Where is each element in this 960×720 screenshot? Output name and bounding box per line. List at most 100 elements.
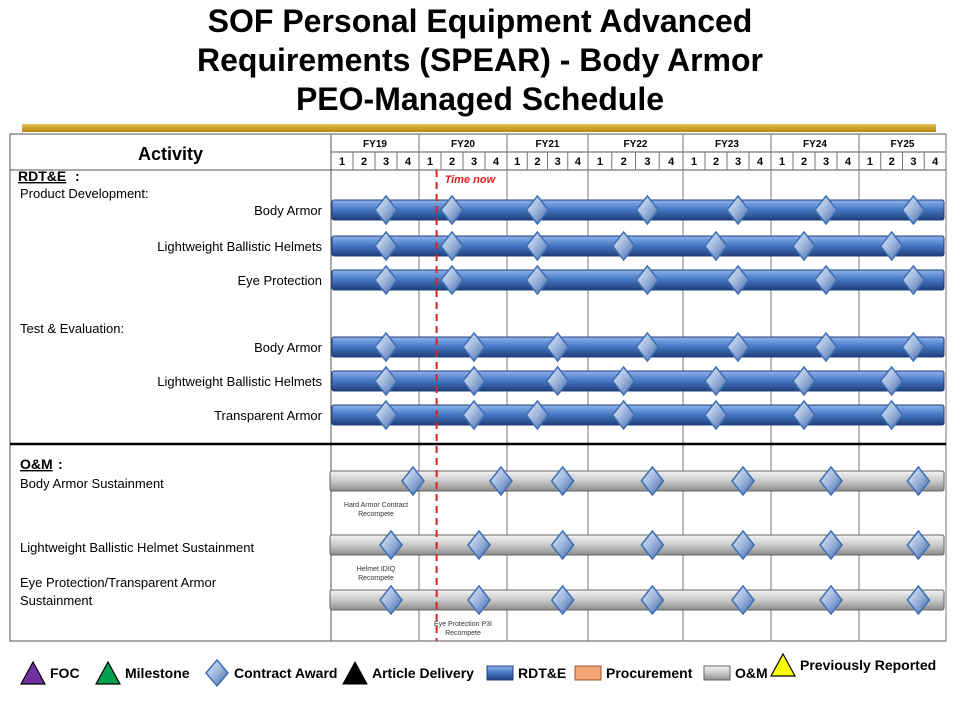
legend-contract-award: Contract Award [204,656,337,690]
recompete-note: Helmet IDIQ [357,566,396,573]
quarter-header: 1 [339,156,345,168]
recompete-note: Recompete [358,511,394,518]
contract-award-diamond [731,465,755,497]
contract-award-diamond [374,399,398,431]
contract-award-diamond [901,264,926,296]
contract-award-diamond [379,584,403,616]
quarter-header: 1 [867,156,873,168]
quarter-header: 2 [713,156,719,168]
contract-award-diamond [704,230,728,262]
row-label-continued: Sustainment [20,593,93,608]
fy-header: FY22 [624,139,648,150]
procurement-bar-swatch-icon [574,665,602,681]
contract-award-diamond-icon [205,658,229,688]
contract-award-diamond [792,399,816,431]
om-bar [329,470,945,492]
quarter-header: 3 [735,156,741,168]
contract-award-diamond [814,331,838,363]
rdte-section-colon: : [75,168,80,184]
quarter-header: 1 [514,156,520,168]
rdte-bar [331,404,945,426]
contract-award-diamond [374,331,398,363]
row-label: Lightweight Ballistic Helmets [157,239,322,254]
legend-om: O&M [703,656,768,690]
contract-award-diamond [440,230,464,262]
quarter-header: 3 [644,156,650,168]
contract-award-diamond [379,529,403,561]
quarter-header: 2 [361,156,367,168]
chart-root: Activity FY19 1 2 3 4 FY20 1 2 3 4 FY21 1 2 3 4 FY22 1 2 3 4… [9,133,947,642]
contract-award-diamond [906,529,931,561]
contract-award-diamond [545,365,570,397]
legend-rdte-label: RDT&E [518,665,567,681]
fy-header: FY19 [363,139,387,150]
legend-foc-label: FOC [50,665,80,681]
contract-award-diamond [374,194,398,226]
time-now-label: Time now [445,174,497,186]
contract-award-diamond [640,529,665,561]
contract-award-diamond [611,230,636,262]
contract-award-diamond [467,529,491,561]
contract-award-diamond [731,529,755,561]
contract-award-diamond [635,331,660,363]
quarter-header: 4 [757,156,764,168]
contract-award-diamond [906,584,931,616]
contract-award-diamond [792,230,816,262]
quarter-header: 2 [889,156,895,168]
fy-header: FY23 [715,139,739,150]
legend-previously-reported: Previously Reported [770,648,936,682]
contract-award-diamond [374,230,398,262]
contract-award-diamond [901,331,926,363]
fy-header: FY21 [536,139,560,150]
recompete-note: Hard Armor Contract [344,502,408,509]
contract-award-diamond [550,529,575,561]
contract-award-diamond [374,264,398,296]
title-divider [22,124,936,132]
contract-award-diamond [901,194,926,226]
row-label: Lightweight Ballistic Helmet Sustainment [20,540,254,555]
quarter-header: 2 [621,156,627,168]
row-label: Eye Protection [237,273,322,288]
om-section-label: O&M [20,456,53,472]
product-development-label: Product Development: [20,186,149,201]
contract-award-diamond [525,230,550,262]
fy-header: FY24 [803,139,827,150]
legend-foc: FOC [20,656,80,690]
contract-award-diamond [440,194,464,226]
fy-header: FY20 [451,139,475,150]
recompete-note: Recompete [358,575,394,582]
quarter-header: 3 [823,156,829,168]
legend-article-delivery: Article Delivery [342,656,474,690]
title-line-2: Requirements (SPEAR) - Body Armor [197,42,763,78]
contract-award-diamond [814,264,838,296]
contract-award-diamond [374,365,398,397]
contract-award-diamond [819,584,843,616]
legend-previously-reported-label: Previously Reported [800,657,937,673]
rdte-bar [331,370,945,392]
legend-milestone: Milestone [95,656,190,690]
contract-award-diamond [401,465,425,497]
quarter-header: 4 [575,156,582,168]
contract-award-diamond [726,264,750,296]
contract-award-diamond [726,331,750,363]
quarter-header: 1 [427,156,433,168]
contract-award-diamond [819,465,843,497]
row-label: Eye Protection/Transparent Armor [20,575,217,590]
contract-award-diamond [640,465,665,497]
quarter-header: 4 [493,156,500,168]
quarter-header: 1 [779,156,785,168]
contract-award-diamond [550,584,575,616]
contract-award-diamond [704,365,728,397]
schedule-chart: Activity FY19 1 2 3 4 FY20 1 2 3 4 FY21 1 2 3 4 FY22 1 2 3 4… [9,133,947,642]
legend-om-label: O&M [735,665,768,681]
quarter-header: 2 [449,156,455,168]
page-title: SOF Personal Equipment Advanced Requirem… [0,2,960,119]
recompete-note: Eye Protection P3I [434,621,492,628]
legend-article-delivery-label: Article Delivery [372,665,474,681]
quarter-header: 1 [597,156,603,168]
quarter-header: 2 [801,156,807,168]
title-line-1: SOF Personal Equipment Advanced [207,3,753,39]
fy-header: FY25 [891,139,915,150]
quarter-header: 3 [555,156,561,168]
row-label: Lightweight Ballistic Helmets [157,374,322,389]
